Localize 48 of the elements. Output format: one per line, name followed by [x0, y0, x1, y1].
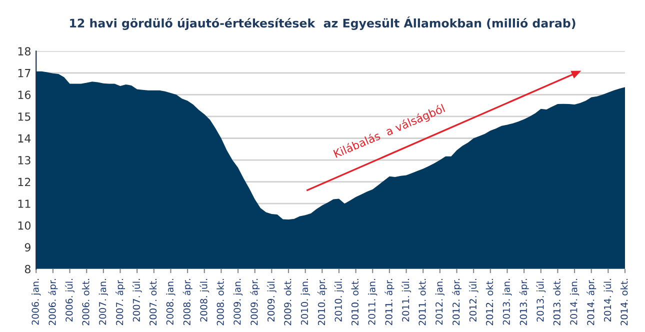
x-tick-label: 2014. okt.	[620, 278, 628, 326]
x-tick-label: 2009. okt.	[284, 278, 292, 326]
x-tick-label: 2009. júl.	[266, 278, 276, 322]
x-tick-label: 2010. okt.	[351, 278, 359, 326]
x-tick-label: 2010. jan.	[300, 278, 310, 325]
x-tick-label: 2011. ápr.	[384, 278, 394, 326]
x-tick-label: 2012. ápr.	[452, 278, 462, 326]
x-tick-label: 2011. jan.	[368, 278, 378, 325]
x-tick-label: 2013. ápr.	[519, 278, 529, 326]
x-tick-label: 2006. júl.	[65, 278, 75, 322]
x-tick-label: 2007. okt.	[149, 278, 157, 326]
x-tick-label: 2013. okt.	[553, 278, 560, 326]
x-tick-label: 2006. okt.	[82, 278, 90, 326]
x-tick-label: 2008. jan.	[166, 278, 176, 325]
y-tick-label: 14	[18, 134, 31, 142]
x-tick-label: 2011. okt.	[418, 278, 426, 326]
y-tick-label: 16	[18, 90, 31, 100]
x-tick-label: 2007. júl.	[132, 278, 142, 322]
y-tick-label: 18	[18, 47, 30, 56]
y-tick-label: 11	[18, 200, 30, 208]
x-tick-label: 2011. júl.	[402, 278, 412, 322]
x-tick-label: 2013. jan.	[502, 278, 512, 325]
x-tick-label: 2014. jan.	[570, 278, 580, 325]
x-tick-label: 2006. ápr.	[48, 278, 58, 326]
x-tick-label: 2013. júl.	[536, 278, 546, 322]
x-tick-label: 2008. ápr.	[182, 278, 192, 326]
y-tick-label: 13	[18, 156, 30, 164]
y-tick-label: 10	[18, 221, 31, 230]
y-tick-label: 12	[18, 178, 30, 186]
x-tick-label: 2009. jan.	[233, 278, 243, 325]
y-tick-label: 17	[18, 69, 30, 78]
x-tick-label: 2006. jan.	[32, 278, 41, 325]
y-tick-label: 9	[24, 243, 30, 252]
y-tick-label: 8	[24, 264, 30, 274]
x-tick-label: 2012. okt.	[486, 278, 494, 326]
x-tick-label: 2010. júl.	[334, 278, 344, 322]
x-tick-label: 2008. júl.	[200, 278, 210, 322]
x-tick-label: 2008. okt.	[216, 278, 224, 326]
x-tick-label: 2012. júl.	[468, 278, 478, 322]
x-tick-label: 2009. ápr.	[250, 278, 260, 326]
x-tick-label: 2014. júl.	[603, 278, 613, 322]
x-tick-label: 2012. jan.	[435, 278, 444, 325]
chart-title: 12 havi gördülő újautó-értékesítések az Egyesült Államokban (millió darab)	[70, 16, 576, 30]
x-tick-label: 2007. ápr.	[115, 278, 126, 326]
x-tick-label: 2010. ápr.	[317, 278, 327, 326]
y-tick-label: 15	[18, 112, 30, 121]
x-tick-label: 2007. jan.	[98, 278, 108, 325]
x-tick-label: 2014. ápr.	[586, 278, 596, 326]
